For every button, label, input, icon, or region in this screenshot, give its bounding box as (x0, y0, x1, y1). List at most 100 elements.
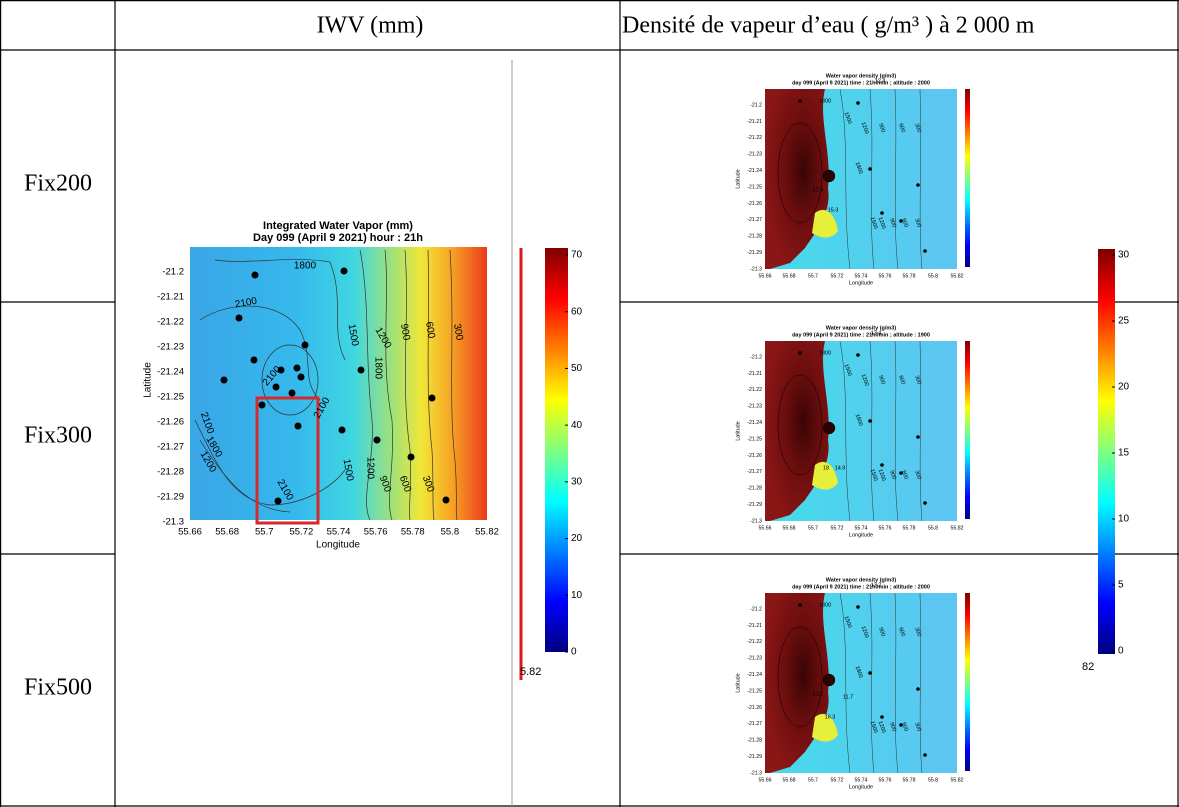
column-header: IWV (mm) (317, 13, 424, 39)
x-tick-label: 55.8 (928, 777, 938, 783)
contour-label: 1500 (869, 468, 879, 482)
contour (404, 249, 411, 521)
colorbar (965, 89, 970, 267)
x-tick-label: 55.74 (855, 273, 868, 279)
contour-label: 300 (913, 123, 922, 134)
y-tick-label: -21.24 (157, 367, 184, 378)
contour-label: 13.2 (813, 691, 824, 697)
colorbar-tick-label: 25 (1118, 316, 1130, 327)
cropped-label: 5.82 (520, 666, 541, 678)
map-subtitle: day 099 (April 9 2021) time : 21h0min ; … (792, 80, 930, 86)
contour-label: 600 (897, 123, 906, 134)
yellow-zone (812, 713, 838, 742)
x-tick-label: 55.78 (903, 525, 916, 531)
contour-label: 600 (900, 722, 909, 733)
station (899, 471, 903, 475)
station (916, 435, 920, 439)
contour-label: 2100 (234, 296, 258, 311)
y-tick-label: -21.25 (747, 184, 762, 190)
colorbar-tick-label: 20 (1118, 382, 1130, 393)
contour-label: 1500 (869, 720, 879, 734)
density-map: Water vapor density (g/m3)day 099 (April… (735, 73, 970, 286)
station (868, 419, 872, 423)
density-map: Water vapor density (g/m3)day 099 (April… (735, 577, 970, 790)
contour (839, 340, 923, 522)
station (250, 356, 258, 364)
y-tick-label: -21.28 (747, 234, 762, 240)
station (856, 353, 860, 357)
contour-label: 1800 (819, 350, 831, 356)
contour-label: 1500 (341, 458, 356, 482)
colorbar-tick-label: 15 (1118, 448, 1130, 459)
contour-label: 12.4 (813, 187, 824, 193)
y-tick-label: -21.29 (747, 502, 762, 508)
x-tick-label: 55.7 (808, 525, 818, 531)
crater (822, 421, 836, 435)
contour (199, 439, 291, 513)
contour-label: 1800 (854, 665, 864, 679)
map-subtitle: day 099 (April 9 2021) time : 21h0min ; … (792, 332, 930, 338)
y-tick-label: -21.26 (747, 453, 762, 459)
y-tick-label: -21.26 (157, 417, 184, 428)
x-tick-label: 55.66 (759, 273, 772, 279)
y-tick-label: -21.23 (747, 656, 762, 662)
y-tick-label: -21.2 (750, 102, 762, 108)
x-tick-label: 55.68 (783, 777, 796, 783)
colorbar-tick-label: 0 (571, 647, 577, 658)
y-tick-label: -21.21 (747, 119, 762, 125)
contour-label: 900 (398, 323, 412, 342)
contour-label: 18 (823, 465, 829, 471)
contour-label: 13.2 (871, 582, 882, 588)
row-label: Fix300 (24, 423, 92, 449)
contour (449, 249, 458, 521)
y-tick-label: -21.22 (747, 639, 762, 645)
station (923, 753, 927, 757)
colorbar-tick-label: 30 (1118, 250, 1130, 261)
contour-label: 600 (900, 218, 909, 229)
contour-label: 300 (451, 323, 465, 342)
colorbar (1098, 249, 1115, 654)
station (274, 497, 282, 505)
contour-label: 900 (877, 627, 886, 638)
yellow-zone (812, 461, 838, 490)
station (293, 364, 301, 372)
y-tick-label: -21.28 (157, 467, 184, 478)
colorbar-tick-label: 10 (571, 590, 583, 601)
contours (194, 249, 458, 521)
contour-label: 900 (888, 722, 897, 733)
y-tick-label: -21.27 (747, 217, 762, 223)
x-tick-label: 55.74 (327, 527, 351, 538)
iwv-map: Integrated Water Vapor (mm) Day 099 (Apr… (143, 220, 568, 680)
island (765, 89, 829, 269)
station (916, 183, 920, 187)
y-tick-label: -21.3 (750, 266, 762, 272)
x-tick-label: 55.68 (783, 525, 796, 531)
station (868, 671, 872, 675)
y-axis-label: Latitude (143, 362, 154, 398)
x-tick-label: 55.66 (759, 777, 772, 783)
station (923, 501, 927, 505)
y-tick-label: -21.21 (747, 623, 762, 629)
map-subtitle: day 099 (April 9 2021) time : 21h0min ; … (792, 584, 930, 590)
contour-label: 1200 (877, 720, 887, 734)
x-tick-label: 55.82 (951, 273, 964, 279)
contour (384, 249, 393, 521)
y-tick-label: -21.2 (750, 606, 762, 612)
station (338, 426, 346, 434)
y-tick-label: -21.28 (747, 738, 762, 744)
station (916, 687, 920, 691)
x-tick-label: 55.78 (903, 273, 916, 279)
y-tick-label: -21.23 (747, 152, 762, 158)
station (899, 219, 903, 223)
contour-label: 1800 (819, 98, 831, 104)
station (798, 99, 802, 103)
y-tick-label: -21.24 (747, 420, 762, 426)
colorbar (965, 593, 970, 771)
contour-label: 1200 (860, 121, 870, 135)
x-tick-label: 55.72 (831, 777, 844, 783)
station (373, 436, 381, 444)
y-axis-label: Latitude (735, 421, 741, 441)
station (251, 271, 259, 279)
y-tick-label: -21.2 (162, 267, 184, 278)
